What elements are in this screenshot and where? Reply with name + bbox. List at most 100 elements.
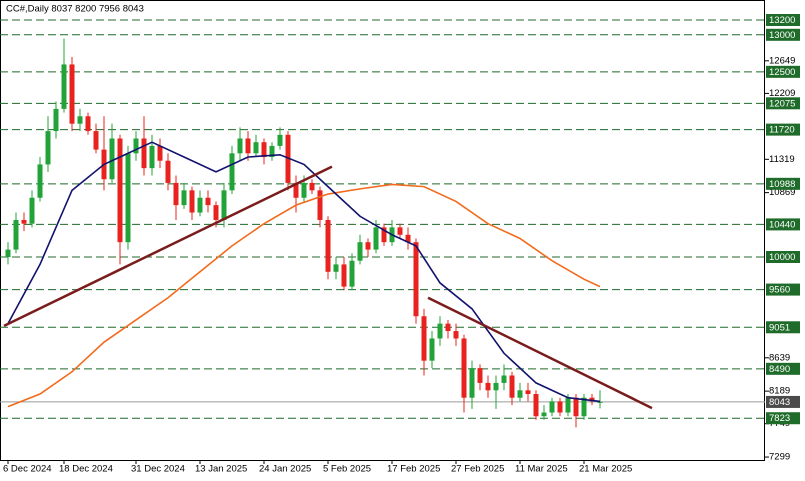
candle-body (261, 142, 267, 158)
candle-body (181, 190, 187, 206)
candle-body (493, 382, 499, 391)
y-tick-label: 8189 (769, 386, 790, 397)
x-tick-label: 13 Jan 2025 (195, 464, 247, 475)
level-label-box (766, 123, 800, 136)
y-tick-label: 10869 (769, 187, 795, 198)
candle-body (429, 338, 435, 361)
candle-body (221, 190, 227, 220)
moving-average (7, 183, 601, 408)
trend-line (3, 165, 333, 327)
candle-body (405, 234, 411, 243)
y-tick-label: 12209 (769, 88, 795, 99)
level-label-box (766, 218, 800, 231)
x-tick-label: 17 Feb 2025 (387, 464, 440, 475)
candle-body (541, 412, 547, 417)
level-label: 10988 (769, 179, 795, 190)
level-label: 7823 (769, 413, 790, 424)
candle-body (237, 138, 243, 154)
candle-body (485, 382, 491, 391)
candle-body (333, 264, 339, 272)
x-tick-label: 31 Dec 2024 (131, 464, 185, 475)
candle-body (197, 197, 203, 213)
candle-body (157, 145, 163, 161)
candle-body (325, 219, 331, 272)
candle-body (117, 138, 123, 243)
candle-body (525, 390, 531, 395)
level-label: 9051 (769, 322, 790, 333)
candle-body (349, 260, 355, 287)
candle-body (13, 219, 19, 250)
level-label-box (766, 283, 800, 296)
level-label-box (766, 321, 800, 334)
candle-body (213, 205, 219, 220)
candle-body (501, 375, 507, 383)
candle-body (597, 401, 603, 403)
candle-body (357, 242, 363, 261)
candle-body (229, 153, 235, 191)
candle-body (445, 323, 451, 332)
candle-body (285, 134, 291, 183)
candle-body (109, 138, 115, 180)
candle-body (85, 116, 91, 132)
x-tick-label: 6 Dec 2024 (3, 464, 52, 475)
level-label: 9560 (769, 285, 790, 296)
y-tick-label: 12649 (769, 55, 795, 66)
level-label-box (766, 250, 800, 263)
candle-body (381, 227, 387, 243)
candle-body (45, 131, 51, 165)
trend-line (427, 296, 653, 410)
level-label: 13200 (769, 15, 795, 26)
candle-body (477, 368, 483, 383)
x-tick-label: 5 Feb 2025 (323, 464, 371, 475)
candle-body (149, 145, 155, 169)
candle-body (533, 394, 539, 417)
y-tick-label: 11319 (769, 154, 795, 165)
level-label: 13000 (769, 30, 795, 41)
candle-body (437, 323, 443, 339)
level-label: 8490 (769, 364, 790, 375)
price-label-box (766, 395, 800, 408)
y-tick-label: 8639 (769, 352, 790, 363)
candle-body (309, 182, 315, 191)
candle-body (141, 138, 147, 169)
candle-body (413, 242, 419, 317)
x-tick-label: 11 Mar 2025 (515, 464, 568, 475)
candle-body (293, 182, 299, 198)
candle-body (77, 116, 83, 124)
candle-body (517, 390, 523, 398)
candle-body (245, 138, 251, 154)
x-tick-label: 27 Feb 2025 (451, 464, 504, 475)
candle-body (301, 182, 307, 198)
candle-body (165, 160, 171, 183)
candle-body (21, 219, 27, 224)
candle-body (317, 190, 323, 220)
candle-body (29, 197, 35, 224)
level-label: 12500 (769, 67, 795, 78)
level-label-box (766, 28, 800, 41)
y-tick-label: 7299 (769, 452, 790, 463)
x-tick-label: 21 Mar 2025 (579, 464, 632, 475)
candle-body (365, 242, 371, 250)
candle-body (453, 331, 459, 339)
moving-average (7, 141, 601, 403)
candle-body (573, 397, 579, 417)
level-label: 10000 (769, 252, 795, 263)
candle-body (557, 401, 563, 413)
candle-body (509, 375, 515, 398)
candle-body (93, 131, 99, 150)
candle-body (421, 316, 427, 361)
candle-body (549, 401, 555, 413)
price-label: 8043 (769, 397, 790, 408)
candle-body (565, 397, 571, 413)
candle-body (125, 153, 131, 243)
candle-body (581, 397, 587, 417)
level-label-box (766, 13, 800, 26)
candle-body (253, 142, 259, 154)
level-label-box (766, 362, 800, 375)
candle-body (37, 164, 43, 198)
level-label: 11720 (769, 125, 795, 136)
candle-body (469, 368, 475, 398)
candle-body (461, 338, 467, 398)
